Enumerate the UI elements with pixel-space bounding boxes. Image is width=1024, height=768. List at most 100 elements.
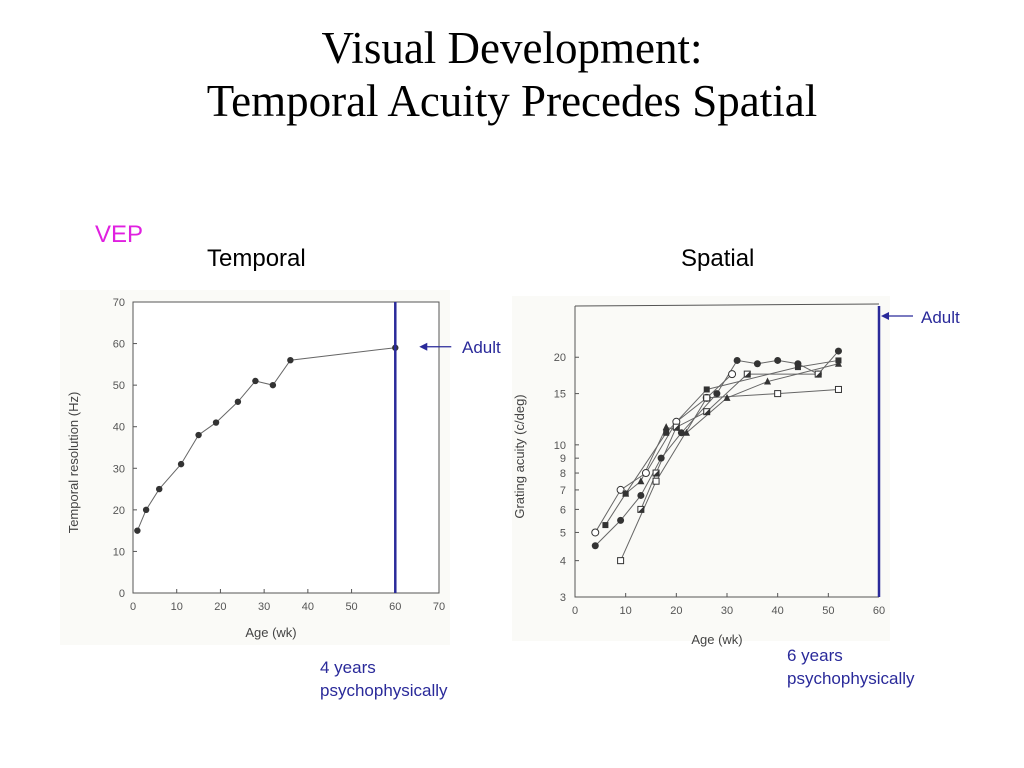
spatial-data-point-filled-circle (657, 454, 665, 462)
spatial-data-point-filled-square (703, 386, 710, 393)
spatial-data-point-filled-triangle (662, 423, 670, 431)
spatial-data-point-half-square-fill (653, 470, 660, 477)
spatial-y-tick-label: 5 (560, 527, 566, 539)
spatial-data-point-filled-circle (733, 356, 741, 364)
spatial-y-tick-label: 4 (560, 556, 566, 568)
spatial-y-tick-label: 7 (560, 485, 566, 497)
temporal-y-tick-label: 10 (113, 546, 125, 558)
temporal-plot-frame (132, 301, 440, 594)
spatial-data-point-filled-circle (834, 347, 842, 355)
spatial-data-point-filled-circle (677, 429, 685, 437)
spatial-series-line-open-circle (594, 373, 733, 533)
temporal-data-point (177, 460, 185, 468)
temporal-data-point (212, 419, 220, 426)
temporal-heading: Temporal (207, 245, 306, 272)
spatial-note-line-1: 6 years (787, 646, 843, 665)
spatial-data-point-filled-triangle (764, 377, 772, 385)
spatial-data-point-filled-circle (713, 390, 721, 398)
spatial-data-point-filled-circle (753, 360, 761, 368)
spatial-data-point-open-circle (728, 370, 737, 379)
spatial-x-tick-label: 0 (572, 605, 578, 617)
temporal-data-point (234, 398, 242, 405)
temporal-data-point (156, 485, 163, 493)
temporal-x-tick-label: 20 (214, 601, 226, 613)
spatial-y-tick-label: 9 (560, 453, 566, 465)
temporal-adult-label: Adult (462, 338, 501, 357)
spatial-data-point-half-square-fill (637, 506, 644, 513)
temporal-x-axis-label: Age (wk) (245, 625, 296, 640)
temporal-x-tick-label: 10 (171, 601, 183, 613)
temporal-y-tick-label: 20 (113, 505, 125, 517)
spatial-data-point-open-square (703, 394, 711, 402)
temporal-x-tick-label: 40 (302, 601, 314, 613)
temporal-y-tick-label: 30 (113, 463, 125, 475)
spatial-data-point-half-square-fill (673, 424, 680, 431)
spatial-data-point-half-square (652, 469, 660, 477)
spatial-data-point-half-square (703, 408, 711, 416)
spatial-data-point-open-circle (616, 485, 625, 494)
temporal-y-tick-label: 50 (113, 380, 125, 392)
spatial-x-tick-label: 30 (721, 605, 733, 617)
temporal-data-point (142, 506, 150, 514)
spatial-adult-label: Adult (921, 308, 960, 327)
temporal-note: 4 years psychophysically (320, 657, 448, 703)
spatial-series-line-filled-circle (594, 350, 839, 547)
spatial-x-tick-label: 40 (772, 605, 784, 617)
spatial-y-tick-label: 6 (560, 504, 566, 516)
spatial-note: 6 years psychophysically (787, 645, 915, 691)
spatial-x-axis-label: Age (wk) (691, 632, 742, 647)
spatial-data-point-half-square (672, 423, 680, 431)
temporal-adult-arrow-head (419, 342, 428, 351)
spatial-data-point-filled-circle (591, 542, 599, 550)
spatial-data-point-open-circle (591, 528, 600, 537)
spatial-data-point-half-square (637, 505, 645, 513)
temporal-data-point (269, 381, 277, 389)
spatial-x-tick-label: 50 (822, 605, 834, 617)
temporal-x-tick-label: 0 (130, 601, 136, 613)
spatial-data-point-open-square (617, 557, 625, 565)
spatial-y-tick-label: 20 (554, 352, 566, 364)
spatial-data-point-filled-square (835, 357, 842, 364)
temporal-data-point (252, 377, 259, 385)
spatial-data-point-filled-triangle (723, 393, 731, 401)
temporal-x-tick-label: 70 (433, 601, 445, 613)
spatial-heading: Spatial (681, 245, 755, 272)
spatial-y-tick-label: 15 (554, 389, 566, 401)
spatial-data-point-filled-circle (774, 356, 782, 364)
spatial-data-point-half-square (814, 370, 822, 378)
temporal-data-point (134, 527, 141, 534)
spatial-y-tick-label: 8 (560, 468, 566, 480)
spatial-x-tick-label: 20 (670, 605, 682, 617)
temporal-y-tick-label: 0 (119, 588, 125, 600)
spatial-x-tick-label: 10 (620, 605, 632, 617)
spatial-note-line-2: psychophysically (787, 668, 915, 688)
temporal-chart: 0 10 20 30 40 50 60 70 0 10 20 30 40 50 60 70 Age (wk) Te… (66, 297, 452, 640)
spatial-data-point-filled-square (794, 364, 801, 371)
spatial-data-point-half-square-fill (815, 371, 822, 378)
spatial-data-point-filled-triangle (682, 428, 690, 436)
spatial-data-point-filled-square (622, 490, 629, 497)
spatial-data-point-filled-circle (617, 516, 625, 524)
temporal-x-tick-label: 30 (258, 601, 270, 613)
temporal-y-tick-label: 40 (113, 422, 125, 434)
temporal-y-axis-label: Temporal resolution (Hz) (66, 392, 81, 534)
temporal-data-point (195, 431, 202, 439)
temporal-y-tick-label: 60 (113, 339, 125, 351)
spatial-y-tick-label: 10 (554, 440, 566, 452)
spatial-data-point-open-square (652, 477, 660, 485)
spatial-chart-background (512, 296, 890, 641)
vep-label: VEP (95, 221, 144, 248)
spatial-data-point-half-square-fill (744, 371, 751, 378)
title-line-1: Visual Development: (321, 23, 703, 73)
slide-title: Visual Development: Temporal Acuity Prec… (0, 22, 1024, 128)
spatial-data-point-open-circle (641, 469, 650, 478)
spatial-data-point-half-square (743, 370, 751, 378)
spatial-data-point-filled-square (602, 522, 609, 529)
spatial-x-tick-label: 60 (873, 605, 885, 617)
spatial-data-point-half-square-fill (703, 408, 710, 415)
temporal-x-tick-label: 60 (389, 601, 401, 613)
spatial-top-border (574, 303, 880, 307)
temporal-note-line-2: psychophysically (320, 680, 448, 700)
